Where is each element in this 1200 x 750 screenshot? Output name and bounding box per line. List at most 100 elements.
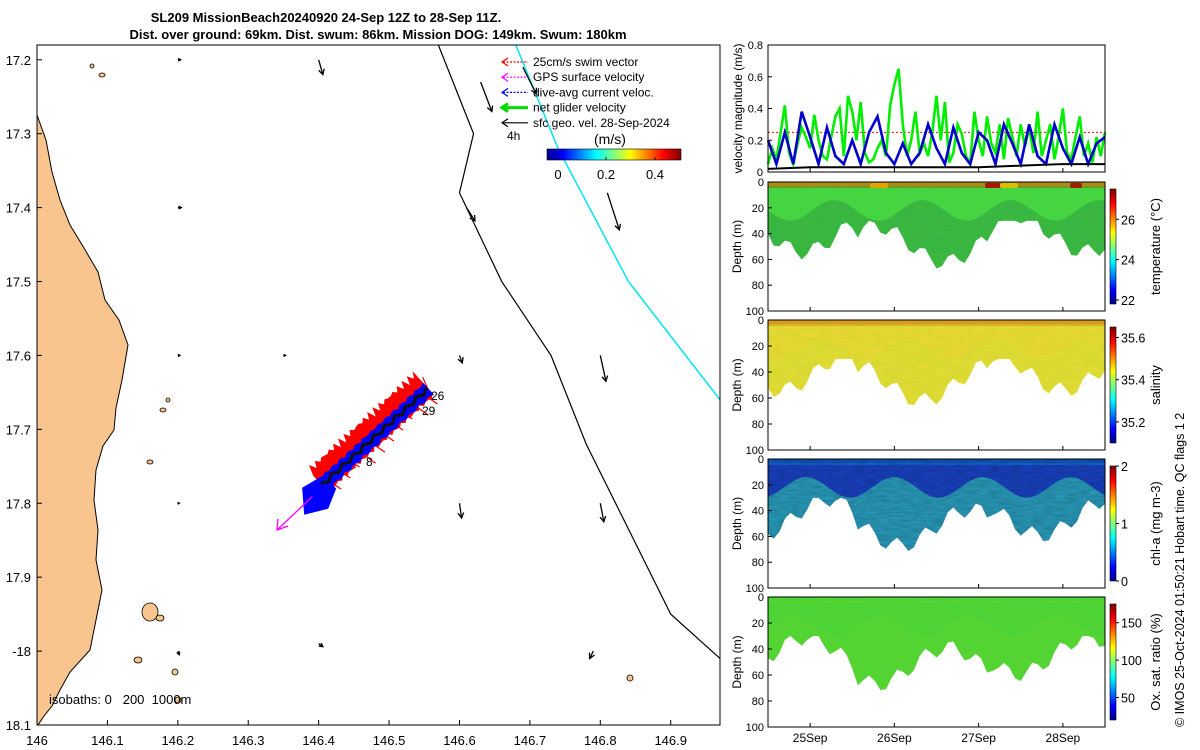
time-tick-label: 28Sep [1046, 731, 1081, 745]
depth-ylabel: Depth (m) [730, 497, 744, 550]
depth-tick-label: 20 [752, 480, 764, 492]
map-xtick-label: 146.5 [373, 733, 406, 748]
surface-velocity-arrow [457, 503, 465, 520]
depth-tick-label: 100 [746, 583, 764, 595]
depth-tick-label: 0 [758, 592, 764, 604]
time-tick-label: 27Sep [961, 731, 996, 745]
colorbar-tick-label: 0 [1121, 575, 1128, 589]
track-label-8: 8 [366, 455, 373, 469]
time-tick-label: 25Sep [793, 731, 828, 745]
profile-panel-salinity: 0 20 40 60 80 100 Depth (m) 35.2 35.4 35.6 salinit… [730, 315, 1163, 457]
colorbar-tick-label: 150 [1121, 617, 1142, 631]
surface-velocity-arrow [599, 355, 609, 383]
map-xtick-label: 146.6 [443, 733, 476, 748]
depth-tick-label: 60 [752, 393, 764, 405]
track-label-26: 26 [431, 389, 445, 403]
surface-velocity-arrow [177, 501, 181, 505]
legend-label: GPS surface velocity [533, 70, 644, 84]
island [141, 602, 159, 622]
legend-item: GPS surface velocity [500, 70, 644, 84]
velocity-ytick-label: 0.4 [748, 104, 763, 116]
velocity-ytick-label: 0.2 [748, 135, 763, 147]
depth-tick-label: 80 [752, 280, 764, 292]
colorbar-tick-label: 1 [1121, 518, 1128, 532]
map-ytick-label: 17.3 [6, 127, 31, 142]
depth-tick-label: 0 [758, 177, 764, 189]
surface-velocity-arrow [177, 205, 183, 210]
depth-tick-label: 100 [746, 306, 764, 318]
map-ytick-label: 17.4 [6, 201, 31, 216]
map-xtick-label: 146.4 [302, 733, 335, 748]
map-layer [36, 44, 721, 726]
colorbar-label: Ox. sat. ratio (%) [1148, 613, 1163, 711]
isobath-cyan [515, 44, 721, 401]
colorbar [1109, 326, 1117, 444]
surface-velocity-arrow [588, 650, 595, 660]
depth-tick-label: 100 [746, 445, 764, 457]
depth-tick-label: 20 [752, 341, 764, 353]
island [146, 459, 154, 465]
map-xtick-label: 146.7 [514, 733, 547, 748]
island [133, 656, 143, 664]
velocity-ytick-label: 0.8 [748, 40, 763, 52]
depth-tick-label: 40 [752, 229, 764, 241]
gps-surface-velocity-arrow [276, 496, 313, 531]
map-xtick-label: 146.3 [232, 733, 265, 748]
depth-tick-label: 0 [758, 454, 764, 466]
depth-tick-label: 60 [752, 531, 764, 543]
surface-velocity-arrow [176, 650, 181, 657]
colorbar-tick-label: 24 [1121, 254, 1135, 268]
velocity-series-net-glider-velocity [766, 68, 1107, 169]
legend-item: net glider velocity [499, 101, 626, 115]
track-label-29: 29 [422, 404, 436, 418]
depth-tick-label: 80 [752, 419, 764, 431]
legend-label: dive-avg current veloc. [533, 85, 654, 99]
legend-duration-label: 4h [507, 129, 520, 143]
colorbar-tick-label: 0.2 [597, 167, 615, 182]
surface-velocity-arrow [318, 642, 324, 648]
map-xtick-label: 146.8 [584, 733, 617, 748]
colorbar [1109, 188, 1117, 305]
velocity-ylabel: velocity magnitude (m/s) [731, 43, 745, 173]
island [174, 696, 182, 704]
side-caption: © IMOS 25-Oct-2024 01:50:21 Hobart time.… [1173, 413, 1187, 727]
speed-colorbar [546, 148, 682, 161]
depth-ylabel: Depth (m) [730, 358, 744, 411]
island [98, 72, 106, 78]
velocity-series-sfc-geo-vel- [767, 163, 1105, 170]
isobaths-label: isobaths: 0 200 1000m [49, 692, 191, 707]
map-ticks: 146 146.1 146.2 146.3 146.4 146.5 146.6 146.7 14… [6, 53, 687, 748]
colorbar [1109, 603, 1117, 721]
map-ytick-label: 18.1 [6, 718, 31, 733]
colorbar-tick-label: 35.4 [1121, 374, 1145, 388]
depth-tick-label: 80 [752, 696, 764, 708]
island [159, 407, 167, 413]
legend-label: net glider velocity [533, 101, 626, 115]
map-xtick-label: 146.1 [91, 733, 124, 748]
map-ytick-label: -18 [12, 644, 31, 659]
colorbar-label: salinity [1148, 365, 1163, 405]
colorbar-tick-label: 35.2 [1121, 416, 1145, 430]
map-frame [36, 44, 721, 726]
depth-tick-label: 80 [752, 557, 764, 569]
profile-panel-temperature: 0 20 40 60 80 100 Depth (m) 22 24 26 temperature (… [730, 177, 1163, 318]
velocity-ytick-label: 0 [757, 167, 763, 179]
depth-ylabel: Depth (m) [730, 635, 744, 688]
island [165, 397, 171, 403]
profile-panel-chl-a: 0 20 40 60 80 100 Depth (m) 0 1 2 chl-a (mg m-3) [730, 454, 1163, 595]
map-ytick-label: 17.6 [6, 348, 31, 363]
surface-velocity-arrow [318, 59, 325, 76]
current-blob [302, 474, 337, 515]
colorbar-tick-label: 35.6 [1121, 332, 1145, 346]
colorbar-label: chl-a (mg m-3) [1148, 481, 1163, 566]
glider-path [320, 386, 428, 485]
surface-velocity-arrow [522, 66, 538, 95]
map-xtick-label: 146.2 [162, 733, 195, 748]
legend-label: 25cm/s swim vector [533, 55, 638, 69]
island [89, 63, 95, 69]
surface-velocity-arrow [599, 503, 607, 524]
island [626, 674, 634, 682]
depth-tick-label: 20 [752, 203, 764, 215]
